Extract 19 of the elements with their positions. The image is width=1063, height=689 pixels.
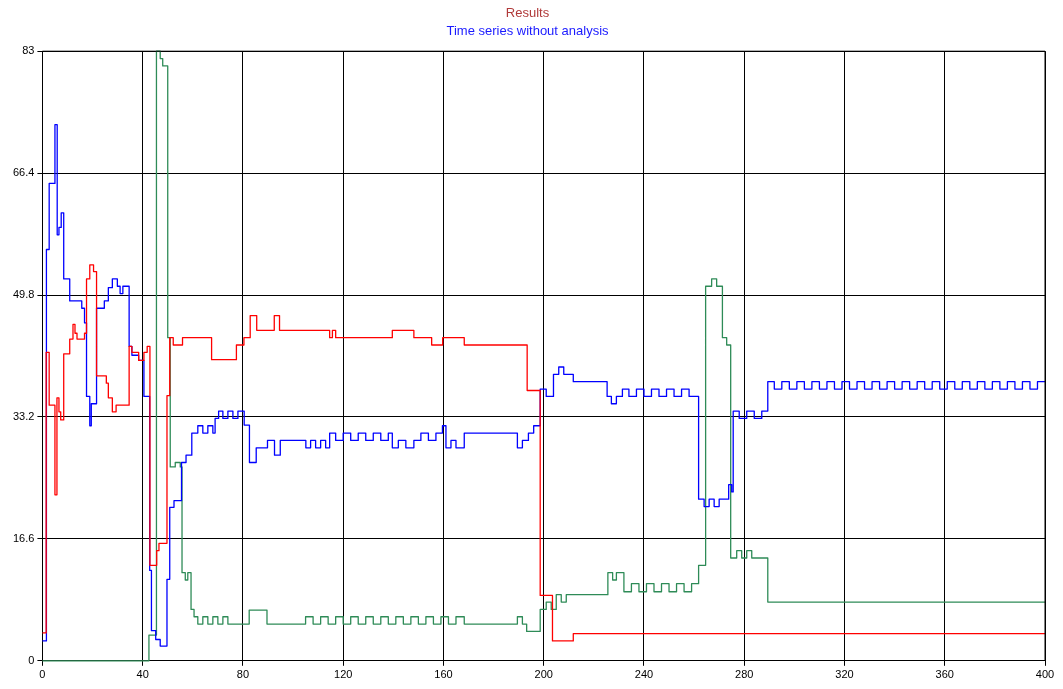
x-tick-label: 400 (1035, 668, 1055, 681)
y-tick-label: 83 (22, 44, 35, 57)
y-tick-label: 0 (28, 653, 35, 666)
x-tick-label: 120 (334, 668, 353, 681)
y-tick-label: 49.8 (12, 288, 35, 301)
chart-subtitle: Time series without analysis (446, 22, 610, 38)
x-tick-label: 320 (835, 668, 854, 681)
x-tick-label: 0 (39, 668, 46, 681)
y-tick-label: 33.2 (12, 409, 35, 422)
x-tick-label: 80 (236, 668, 250, 681)
x-tick-label: 160 (434, 668, 453, 681)
y-tick-label: 66.4 (12, 166, 35, 179)
x-tick-label: 360 (935, 668, 954, 681)
x-tick-label: 280 (735, 668, 754, 681)
x-tick-label: 200 (534, 668, 553, 681)
x-tick-label: 240 (634, 668, 654, 681)
chart-title: Results (505, 5, 550, 21)
y-tick-label: 16.6 (12, 531, 35, 544)
x-tick-label: 40 (136, 668, 149, 681)
